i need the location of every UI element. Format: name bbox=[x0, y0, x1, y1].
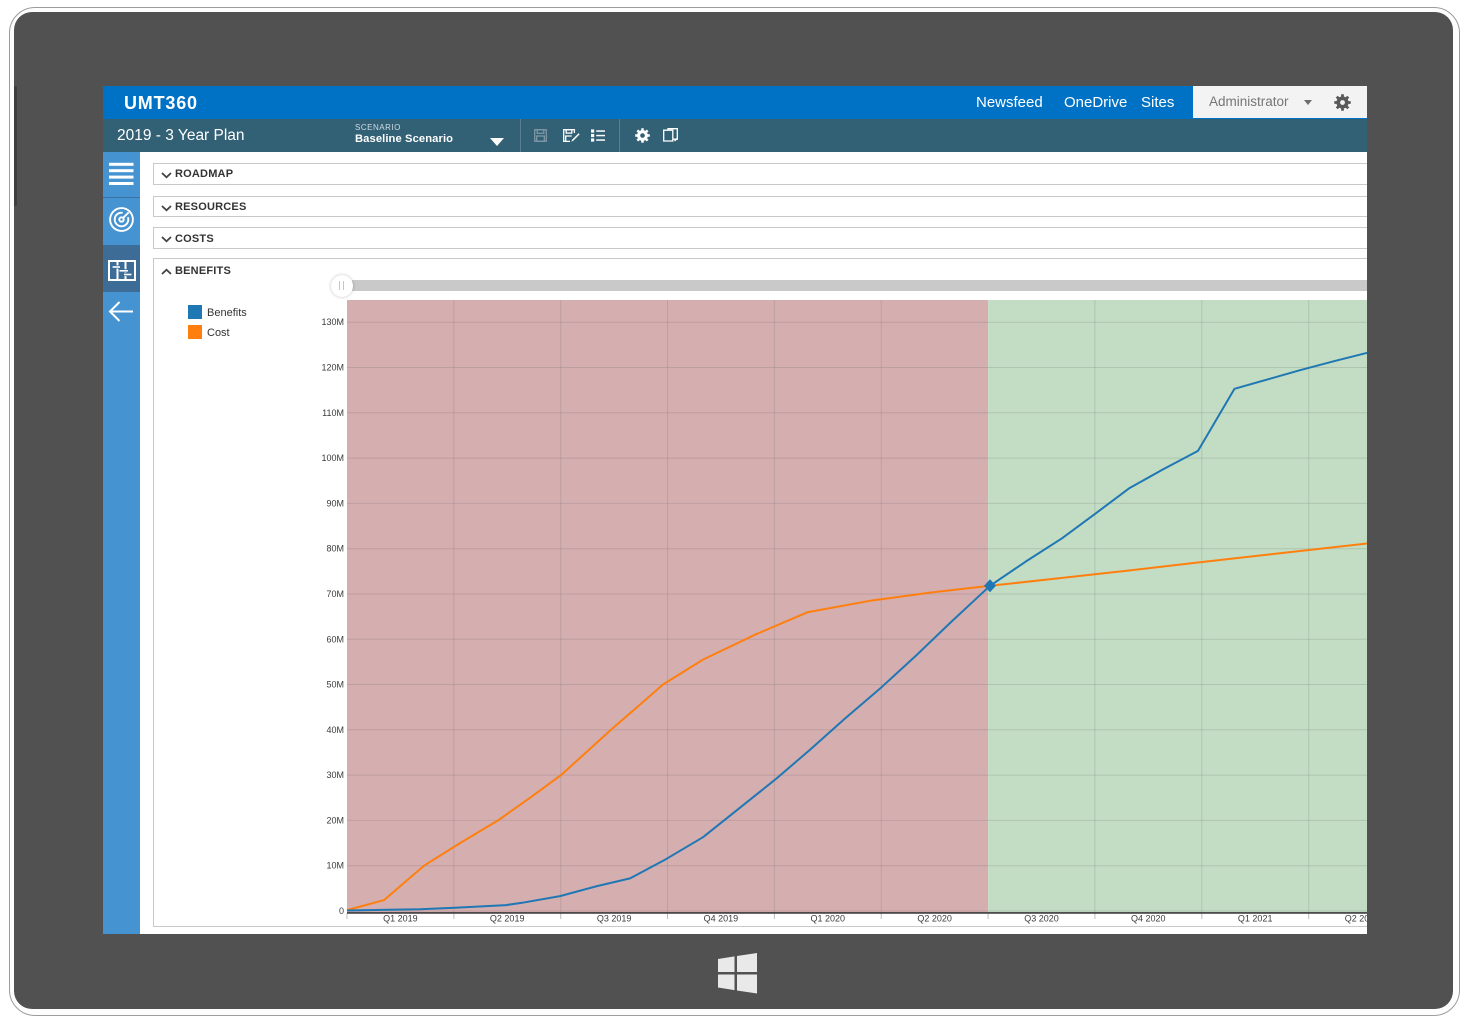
svg-text:Q2 2019: Q2 2019 bbox=[490, 914, 525, 924]
svg-text:Q2 2021: Q2 2021 bbox=[1345, 914, 1367, 924]
svg-text:Q3 2020: Q3 2020 bbox=[1024, 914, 1059, 924]
svg-text:40M: 40M bbox=[326, 725, 344, 735]
svg-text:50M: 50M bbox=[326, 680, 344, 690]
svg-text:10M: 10M bbox=[326, 861, 344, 871]
svg-text:60M: 60M bbox=[326, 634, 344, 644]
svg-text:Q1 2019: Q1 2019 bbox=[383, 914, 418, 924]
svg-text:0: 0 bbox=[339, 906, 344, 916]
svg-text:120M: 120M bbox=[321, 363, 344, 373]
svg-text:90M: 90M bbox=[326, 498, 344, 508]
svg-text:110M: 110M bbox=[322, 408, 344, 418]
svg-text:Q1 2021: Q1 2021 bbox=[1238, 914, 1273, 924]
svg-text:Q4 2020: Q4 2020 bbox=[1131, 914, 1166, 924]
svg-text:Q4 2019: Q4 2019 bbox=[704, 914, 739, 924]
svg-text:20M: 20M bbox=[326, 815, 344, 825]
svg-text:130M: 130M bbox=[321, 317, 344, 327]
svg-text:30M: 30M bbox=[326, 770, 344, 780]
svg-text:Q3 2019: Q3 2019 bbox=[597, 914, 632, 924]
svg-text:Q2 2020: Q2 2020 bbox=[917, 914, 952, 924]
svg-text:80M: 80M bbox=[326, 544, 344, 554]
svg-text:Q1 2020: Q1 2020 bbox=[811, 914, 846, 924]
svg-text:100M: 100M bbox=[321, 453, 344, 463]
svg-text:70M: 70M bbox=[326, 589, 344, 599]
